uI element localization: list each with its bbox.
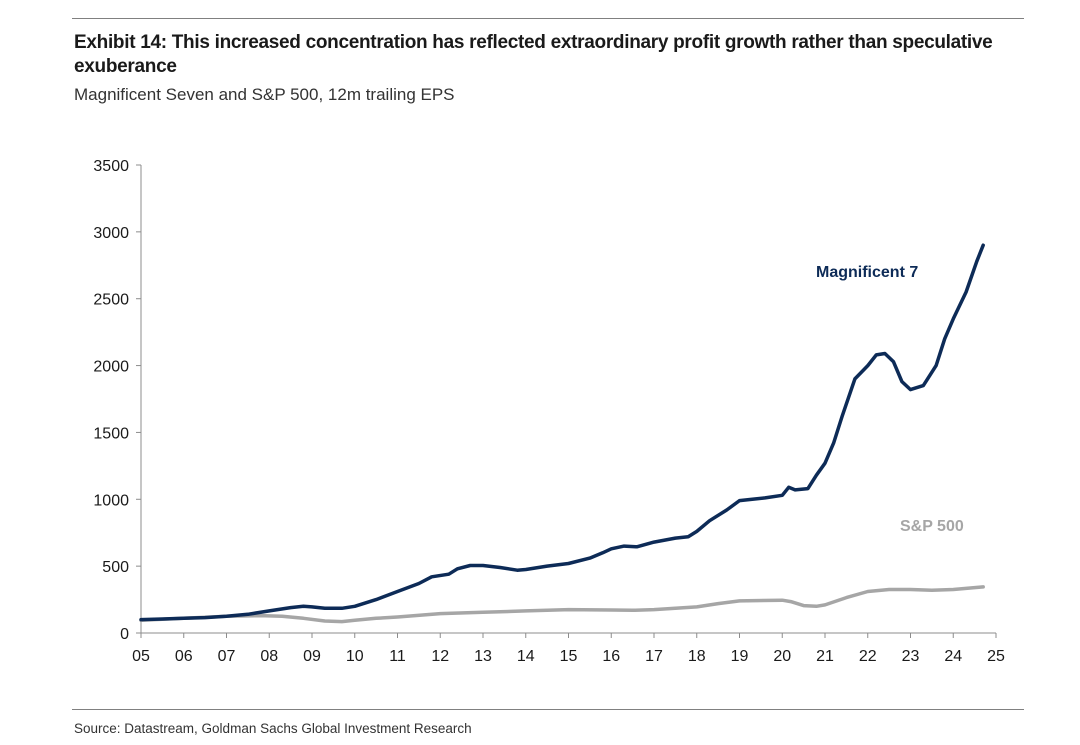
bottom-rule: [72, 709, 1024, 710]
x-tick-label: 22: [859, 648, 877, 665]
series-label-s-p-500: S&P 500: [900, 518, 964, 535]
y-tick-label: 0: [120, 626, 129, 643]
x-tick-label: 21: [816, 648, 834, 665]
y-tick-label: 3000: [93, 225, 129, 242]
x-tick-label: 16: [602, 648, 620, 665]
x-tick-label: 19: [731, 648, 749, 665]
x-tick-label: 17: [645, 648, 663, 665]
x-tick-label: 25: [987, 648, 1005, 665]
x-tick-label: 06: [175, 648, 193, 665]
y-tick-label: 2500: [93, 292, 129, 309]
labels-layer: Magnificent 7 S&P 500: [816, 264, 964, 535]
series-layer: [139, 243, 985, 624]
x-tick-label: 14: [517, 648, 535, 665]
series-line-s-p-500: [139, 585, 985, 624]
y-tick-label: 1000: [93, 492, 129, 509]
x-tick-label: 08: [260, 648, 278, 665]
series-label-magnificent-7: Magnificent 7: [816, 264, 918, 281]
x-tick-label: 05: [132, 648, 150, 665]
x-tick-label: 11: [389, 648, 406, 665]
x-tick-label: 07: [218, 648, 236, 665]
chart-title: Exhibit 14: This increased concentration…: [74, 32, 993, 77]
x-tick-label: 09: [303, 648, 321, 665]
y-tick-label: 500: [102, 559, 129, 576]
x-tick-label: 24: [944, 648, 962, 665]
y-tick-label: 3500: [93, 158, 129, 175]
x-tick-label: 12: [431, 648, 449, 665]
chart-subtitle: Magnificent Seven and S&P 500, 12m trail…: [74, 85, 455, 104]
x-tick-label: 18: [688, 648, 706, 665]
y-tick-label: 1500: [93, 425, 129, 442]
x-tick-label: 23: [902, 648, 920, 665]
series-line-magnificent-7: [139, 243, 985, 622]
x-tick-label: 15: [560, 648, 578, 665]
source-note: Source: Datastream, Goldman Sachs Global…: [74, 721, 472, 736]
x-tick-label: 10: [346, 648, 364, 665]
top-rule: [72, 18, 1024, 19]
y-tick-label: 2000: [93, 359, 129, 376]
x-tick-label: 20: [773, 648, 791, 665]
axes: 0 500 1000 1500 2000 2500 3000 3500 05 06 07 08 09 10…: [93, 158, 1005, 665]
x-tick-label: 13: [474, 648, 492, 665]
